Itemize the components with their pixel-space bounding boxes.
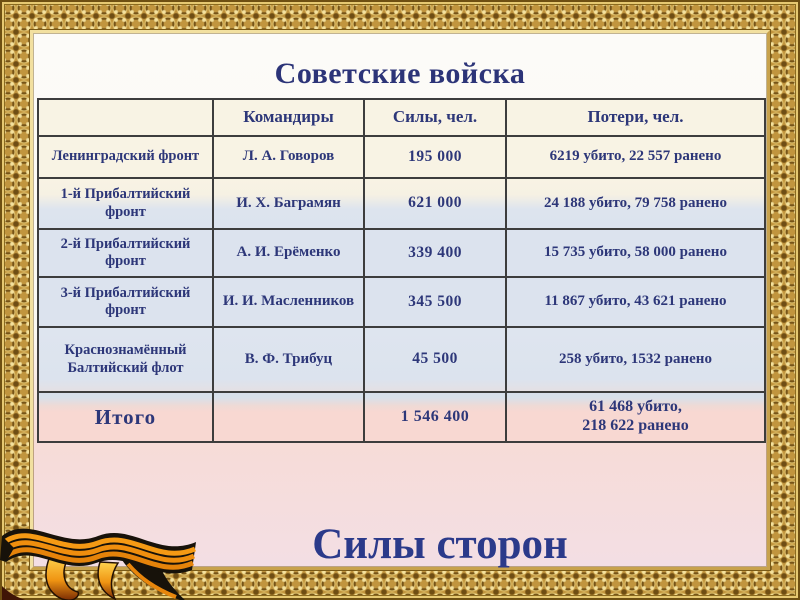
total-row: Итого 1 546 400 61 468 убито, 218 622 ра… bbox=[37, 391, 766, 443]
cell-front: 1-й Прибалтийский фронт bbox=[37, 177, 214, 230]
column-header-losses: Потери, чел. bbox=[505, 98, 766, 137]
cell-commander: В. Ф. Трибуц bbox=[212, 326, 365, 393]
table-row: 1-й Прибалтийский фронт И. Х. Баграмян 6… bbox=[37, 177, 766, 230]
cell-forces: 45 500 bbox=[363, 326, 507, 393]
cell-front: 3-й Прибалтийский фронт bbox=[37, 276, 214, 328]
cell-commander: Л. А. Говоров bbox=[212, 135, 365, 179]
total-losses-line1: 61 468 убито, bbox=[589, 398, 682, 416]
table-row: 2-й Прибалтийский фронт А. И. Ерёменко 3… bbox=[37, 228, 766, 278]
table-row: Ленинградский фронт Л. А. Говоров 195 00… bbox=[37, 135, 766, 179]
soviet-forces-table: Командиры Силы, чел. Потери, чел. Ленинг… bbox=[37, 98, 766, 443]
cell-commander: А. И. Ерёменко bbox=[212, 228, 365, 278]
st-george-ribbon-icon bbox=[0, 528, 196, 600]
total-losses: 61 468 убито, 218 622 ранено bbox=[505, 391, 766, 443]
table-row: 3-й Прибалтийский фронт И. И. Масленнико… bbox=[37, 276, 766, 328]
slide-caption: Силы сторон bbox=[312, 520, 568, 568]
cell-commander: И. Х. Баграмян bbox=[212, 177, 365, 230]
column-header-front bbox=[37, 98, 214, 137]
table-row: Краснознамённый Балтийский флот В. Ф. Тр… bbox=[37, 326, 766, 393]
table-header-row: Командиры Силы, чел. Потери, чел. bbox=[37, 98, 766, 137]
cell-forces: 195 000 bbox=[363, 135, 507, 179]
cell-front: Ленинградский фронт bbox=[37, 135, 214, 179]
total-losses-line2: 218 622 ранено bbox=[582, 417, 689, 434]
cell-forces: 339 400 bbox=[363, 228, 507, 278]
slide-content: Советские войска Командиры Силы, чел. По… bbox=[0, 30, 770, 600]
column-header-commanders: Командиры bbox=[212, 98, 365, 137]
total-forces: 1 546 400 bbox=[363, 391, 507, 443]
cell-losses: 11 867 убито, 43 621 ранено bbox=[505, 276, 766, 328]
table-title: Советские войска bbox=[274, 57, 526, 90]
cell-forces: 345 500 bbox=[363, 276, 507, 328]
cell-losses: 258 убито, 1532 ранено bbox=[505, 326, 766, 393]
total-commander-empty bbox=[212, 391, 365, 443]
cell-losses: 6219 убито, 22 557 ранено bbox=[505, 135, 766, 179]
cell-losses: 24 188 убито, 79 758 ранено bbox=[505, 177, 766, 230]
cell-front: 2-й Прибалтийский фронт bbox=[37, 228, 214, 278]
cell-losses: 15 735 убито, 58 000 ранено bbox=[505, 228, 766, 278]
cell-forces: 621 000 bbox=[363, 177, 507, 230]
total-label: Итого bbox=[37, 391, 214, 443]
cell-front: Краснознамённый Балтийский флот bbox=[37, 326, 214, 393]
column-header-forces: Силы, чел. bbox=[363, 98, 507, 137]
cell-commander: И. И. Масленников bbox=[212, 276, 365, 328]
